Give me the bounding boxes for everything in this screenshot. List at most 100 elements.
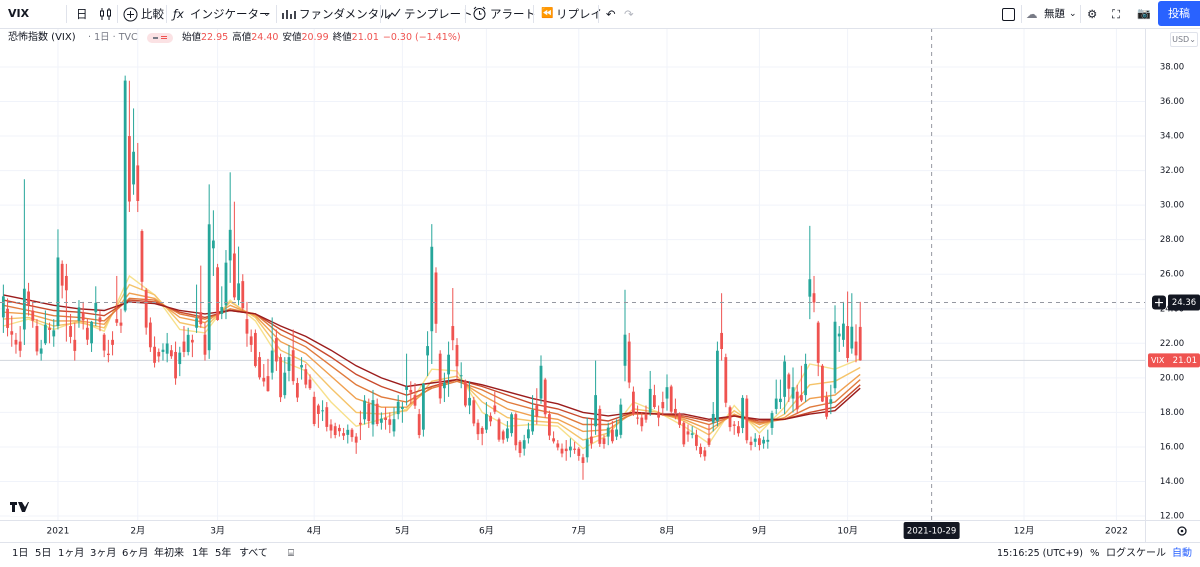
compare[interactable]: 比較 [141, 7, 164, 21]
range-button[interactable]: 1ヶ月 [58, 548, 85, 559]
log-scale-toggle[interactable]: ログスケール [1106, 548, 1166, 559]
range-button[interactable]: 年初来 [154, 548, 184, 559]
candle-body [81, 312, 85, 321]
candle-body [724, 357, 728, 403]
candle-body [312, 396, 316, 424]
candle-body [686, 431, 690, 435]
currency-button[interactable]: USD⌄ [1170, 32, 1198, 47]
candle-body [337, 427, 341, 432]
candle-body [417, 414, 421, 436]
candle-body [211, 240, 215, 249]
settings-icon[interactable] [1177, 526, 1187, 536]
crosshair-y-label: 24.36 [1172, 298, 1196, 308]
candle-body [438, 353, 442, 399]
legend-field-value: 22.95 [201, 32, 229, 43]
indicators[interactable]: インジケーター [190, 7, 271, 21]
dropdown-arrow[interactable]: ⌄ [263, 9, 271, 19]
candle-body [426, 346, 429, 356]
date-range-icon[interactable]: ⌸ [288, 548, 294, 559]
candle-body [207, 224, 211, 351]
layout-name[interactable]: 無題 [1044, 8, 1065, 20]
candle-body [774, 398, 778, 409]
fullscreen-button[interactable]: ⛶ [1112, 7, 1121, 21]
source: TVC [118, 32, 138, 43]
y-tick-label: 22.00 [1160, 339, 1184, 349]
x-tick-label: 4月 [307, 526, 322, 537]
replay[interactable]: リプレイ [556, 7, 602, 21]
candle-body [766, 439, 770, 442]
compare-icon[interactable] [123, 7, 138, 22]
candle-body [556, 443, 560, 448]
candle-body [463, 381, 467, 406]
candle-body [111, 339, 114, 345]
publish-button[interactable]: 投稿 [1158, 1, 1200, 26]
add-button[interactable] [1152, 295, 1166, 310]
candle-body [295, 383, 299, 398]
separator [598, 5, 599, 23]
candle-body [258, 357, 261, 378]
fundamentals[interactable]: ファンダメンタル [299, 7, 391, 21]
candle-body [539, 365, 543, 399]
x-tick-label: 3月 [210, 526, 225, 537]
alerts[interactable]: アラート [490, 7, 536, 21]
symbol[interactable]: VIX [8, 7, 30, 20]
candle-body [623, 334, 627, 366]
fundamental-icon[interactable] [282, 8, 296, 20]
range-button[interactable]: すべて [239, 548, 268, 559]
candle-body [661, 402, 665, 409]
undo[interactable]: ↶ [606, 7, 616, 21]
y-tick-label: 28.00 [1160, 235, 1184, 245]
range-button[interactable]: 1年 [192, 548, 209, 559]
candle-body [77, 307, 81, 321]
range-button[interactable]: 5日 [35, 548, 52, 559]
candle-body [174, 351, 177, 379]
candle-body [825, 396, 829, 417]
candle-body [388, 419, 392, 425]
template-icon[interactable] [387, 8, 401, 20]
auto-scale-toggle[interactable]: 自動 [1172, 548, 1192, 559]
range-button[interactable]: 3ヶ月 [90, 548, 117, 559]
y-tick-label: 18.00 [1160, 408, 1184, 418]
candle-body [577, 448, 581, 456]
templates[interactable]: テンプレート [404, 7, 473, 21]
interval[interactable]: 日 [76, 7, 88, 21]
candle-body [804, 363, 808, 396]
candle-body [472, 400, 476, 424]
crosshair-x-label: 2021-10-29 [907, 527, 956, 537]
legend-change: −0.30 (−1.41%) [382, 32, 461, 43]
candle-body [611, 429, 614, 442]
dot: · [112, 32, 116, 43]
range-button[interactable]: 1日 [12, 548, 29, 559]
candle-body [274, 338, 278, 362]
legend-field-label: 終値 [332, 32, 352, 43]
alert-icon[interactable] [472, 6, 487, 21]
range-button[interactable]: 6ヶ月 [122, 548, 149, 559]
candle-body [476, 422, 480, 435]
x-tick-label: 2022 [1105, 527, 1128, 537]
candle-body [94, 302, 98, 313]
candle-body [363, 400, 366, 420]
settings-button[interactable]: ⚙ [1087, 7, 1098, 21]
candle-body [220, 307, 224, 314]
indicator-icon[interactable]: ƒx [173, 7, 184, 21]
cloud-icon[interactable]: ☁ [1026, 7, 1038, 21]
candle-body [169, 350, 173, 357]
snapshot-button[interactable]: 📷 [1137, 7, 1151, 20]
chart-style-icon[interactable] [99, 7, 113, 21]
candle-body [791, 387, 795, 399]
candle-body [653, 395, 656, 408]
candle-body [308, 379, 312, 389]
candle-body [413, 395, 417, 406]
x-tick-label: 5月 [395, 526, 410, 537]
y-tick-label: 32.00 [1160, 166, 1184, 176]
candle-body [245, 319, 249, 334]
dropdown-arrow[interactable]: ⌄ [1069, 9, 1077, 19]
redo[interactable]: ↷ [624, 7, 634, 21]
candle-body [808, 279, 812, 297]
range-button[interactable]: 5年 [215, 548, 232, 559]
candle-body [707, 438, 711, 445]
candle-body [140, 231, 144, 282]
percent-toggle[interactable]: % [1090, 548, 1100, 559]
layout-icon[interactable] [1002, 8, 1015, 21]
replay-icon[interactable]: ⏪ [541, 8, 554, 19]
